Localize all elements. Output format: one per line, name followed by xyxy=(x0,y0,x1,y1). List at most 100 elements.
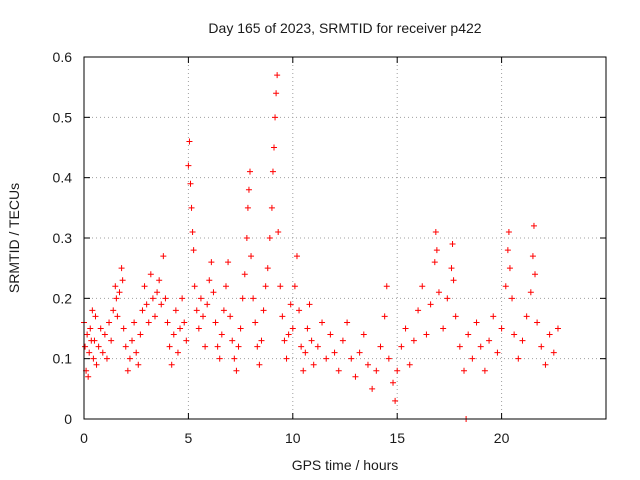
data-point xyxy=(189,228,196,235)
data-point xyxy=(287,301,294,308)
data-point xyxy=(339,337,346,344)
data-point xyxy=(103,355,110,362)
data-point xyxy=(239,295,246,302)
data-point xyxy=(327,331,334,338)
data-point xyxy=(504,247,511,254)
data-point xyxy=(264,265,271,272)
data-point xyxy=(183,337,190,344)
data-point xyxy=(456,343,463,350)
data-point xyxy=(243,235,250,241)
data-point xyxy=(186,138,193,145)
data-point xyxy=(527,289,534,296)
data-point xyxy=(448,265,455,272)
data-point xyxy=(554,325,561,332)
data-point xyxy=(218,331,225,338)
data-point xyxy=(275,228,282,235)
data-point xyxy=(473,319,480,326)
data-point xyxy=(185,162,192,169)
data-point xyxy=(131,319,138,326)
data-point xyxy=(291,283,298,290)
data-point xyxy=(241,271,248,278)
data-point xyxy=(506,265,513,272)
data-point xyxy=(86,349,93,356)
data-point xyxy=(310,361,317,368)
data-point xyxy=(444,295,451,302)
data-point xyxy=(220,307,227,314)
data-point xyxy=(172,307,179,314)
data-point xyxy=(244,204,251,211)
data-point xyxy=(119,277,126,284)
data-point xyxy=(398,343,405,350)
data-point xyxy=(550,349,557,356)
data-point xyxy=(360,331,367,338)
data-point xyxy=(381,313,388,320)
data-point xyxy=(93,361,100,368)
data-point xyxy=(323,355,330,362)
data-point xyxy=(145,319,152,326)
data-point xyxy=(465,331,472,338)
data-point xyxy=(271,144,278,151)
x-tick-label: 15 xyxy=(389,430,405,446)
data-point xyxy=(245,186,252,193)
data-point xyxy=(106,319,113,326)
data-point xyxy=(469,355,476,362)
data-point xyxy=(277,283,284,290)
data-point xyxy=(168,361,175,368)
data-point xyxy=(260,307,267,314)
data-point xyxy=(206,277,213,284)
data-point xyxy=(95,343,102,350)
data-point xyxy=(344,319,351,326)
data-point xyxy=(281,337,288,344)
data-point xyxy=(147,271,154,278)
data-point xyxy=(515,355,522,362)
data-point xyxy=(149,295,156,302)
data-point xyxy=(449,241,456,248)
data-point xyxy=(114,313,121,320)
data-point xyxy=(151,313,158,320)
data-point xyxy=(139,307,146,314)
data-point xyxy=(108,337,115,344)
data-point xyxy=(266,235,273,241)
data-point xyxy=(279,313,286,320)
data-point xyxy=(258,337,265,344)
data-point xyxy=(529,253,536,260)
data-point xyxy=(129,337,136,344)
data-point xyxy=(273,90,280,97)
data-point xyxy=(431,259,438,266)
data-point xyxy=(162,295,169,302)
data-point xyxy=(231,355,238,362)
y-tick-label: 0.4 xyxy=(53,170,73,186)
data-point xyxy=(435,289,442,296)
data-point xyxy=(304,325,311,332)
data-point xyxy=(116,289,123,296)
data-point xyxy=(415,307,422,314)
data-point xyxy=(254,343,261,350)
data-point xyxy=(390,379,397,386)
data-point xyxy=(477,343,484,350)
data-point xyxy=(90,355,97,362)
data-point xyxy=(283,355,290,362)
data-point xyxy=(335,367,342,374)
data-point xyxy=(113,295,120,302)
data-point xyxy=(141,283,148,290)
data-point xyxy=(246,168,253,175)
data-point xyxy=(302,349,309,356)
data-point xyxy=(214,343,221,350)
data-point xyxy=(112,283,119,290)
data-point xyxy=(432,228,439,235)
data-point xyxy=(256,361,263,368)
data-point xyxy=(423,331,430,338)
data-point xyxy=(450,277,457,284)
chart-title: Day 165 of 2023, SRMTID for receiver p42… xyxy=(208,20,481,36)
data-point xyxy=(369,385,376,392)
data-point xyxy=(331,349,338,356)
data-point xyxy=(289,325,296,332)
data-point xyxy=(156,277,163,284)
data-point xyxy=(195,325,202,332)
data-point xyxy=(191,283,198,290)
data-point xyxy=(110,307,117,314)
data-point xyxy=(308,337,315,344)
y-tick-label: 0.6 xyxy=(53,49,73,65)
data-point xyxy=(200,313,207,320)
data-point xyxy=(262,283,269,290)
